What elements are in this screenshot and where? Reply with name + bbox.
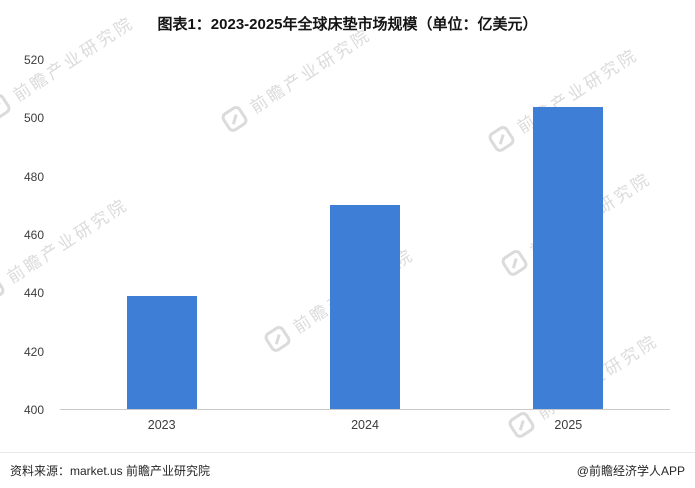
y-tick-label: 480 (23, 169, 44, 184)
y-tick-label: 420 (23, 344, 44, 359)
y-tick-label: 460 (23, 228, 44, 242)
y-axis: 400 420 440 460 480 500 520 (0, 53, 52, 417)
source-text: 资料来源：market.us 前瞻产业研究院 (10, 464, 211, 478)
footer-bar: 资料来源：market.us 前瞻产业研究院 @前瞻经济学人APP (0, 452, 695, 488)
bar-2025 (533, 106, 604, 409)
y-tick-label: 500 (23, 111, 44, 126)
bar-2023 (126, 295, 197, 409)
x-tick-label: 2023 (147, 418, 176, 432)
x-axis: 2023 2024 2025 (60, 418, 670, 438)
credit-text: @前瞻经济学人APP (576, 464, 685, 478)
y-tick-label: 440 (23, 286, 44, 301)
x-tick-label: 2025 (554, 418, 583, 432)
x-tick-label: 2024 (351, 418, 379, 432)
y-tick-label: 400 (23, 403, 44, 417)
chart-title: 图表1：2023-2025年全球床垫市场规模（单位：亿美元） (157, 16, 538, 33)
y-tick-label: 520 (23, 53, 44, 67)
plot-area (60, 60, 670, 410)
bar-2024 (330, 205, 400, 409)
